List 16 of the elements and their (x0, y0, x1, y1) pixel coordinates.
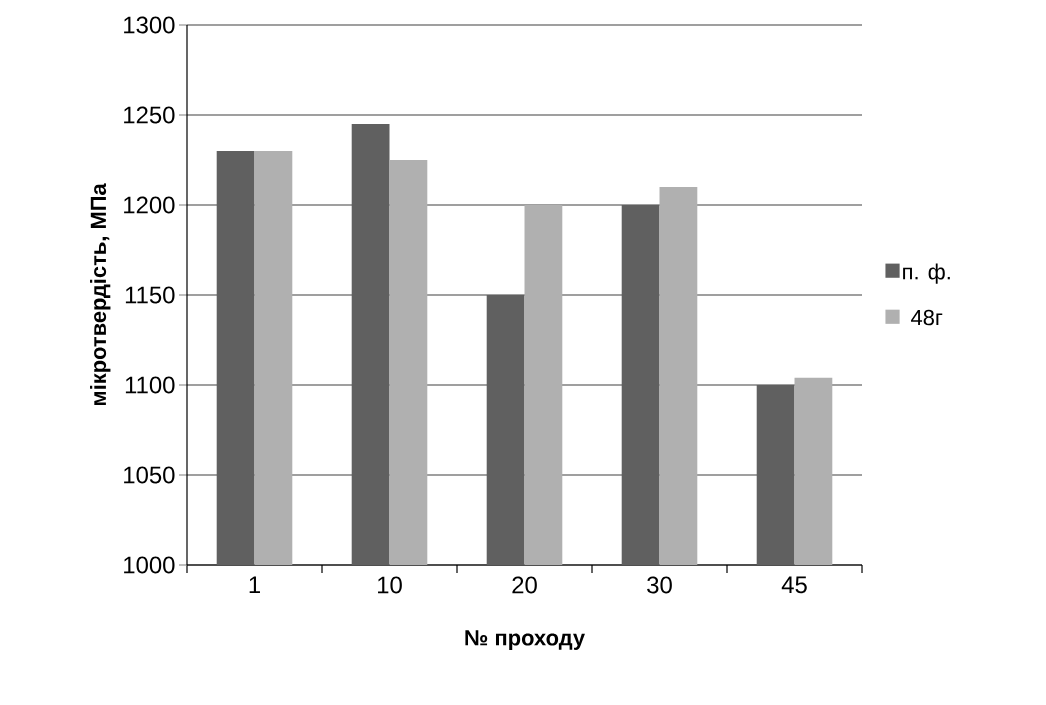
y-tick-label: 1200 (124, 196, 175, 214)
x-tick-label: 45 (781, 576, 807, 594)
x-tick-label: 30 (647, 576, 672, 594)
y-tick-label: 1300 (124, 16, 175, 34)
x-tick-label: 10 (378, 576, 402, 594)
y-tick-label: 1100 (125, 376, 175, 394)
x-tick-label: 1 (249, 576, 260, 593)
y-tick-label: 1050 (124, 466, 175, 484)
y-tick-label: 1150 (125, 286, 175, 304)
y-tick-label: 1250 (124, 106, 175, 124)
y-axis-title: мікротвердість, МПа (90, 183, 111, 406)
y-tick-label: 1000 (124, 556, 175, 574)
legend-label: п. ф. (903, 263, 950, 284)
x-tick-label: 20 (512, 576, 537, 594)
x-axis-title: № проходу (465, 630, 585, 650)
legend-label: 48г (911, 309, 943, 326)
